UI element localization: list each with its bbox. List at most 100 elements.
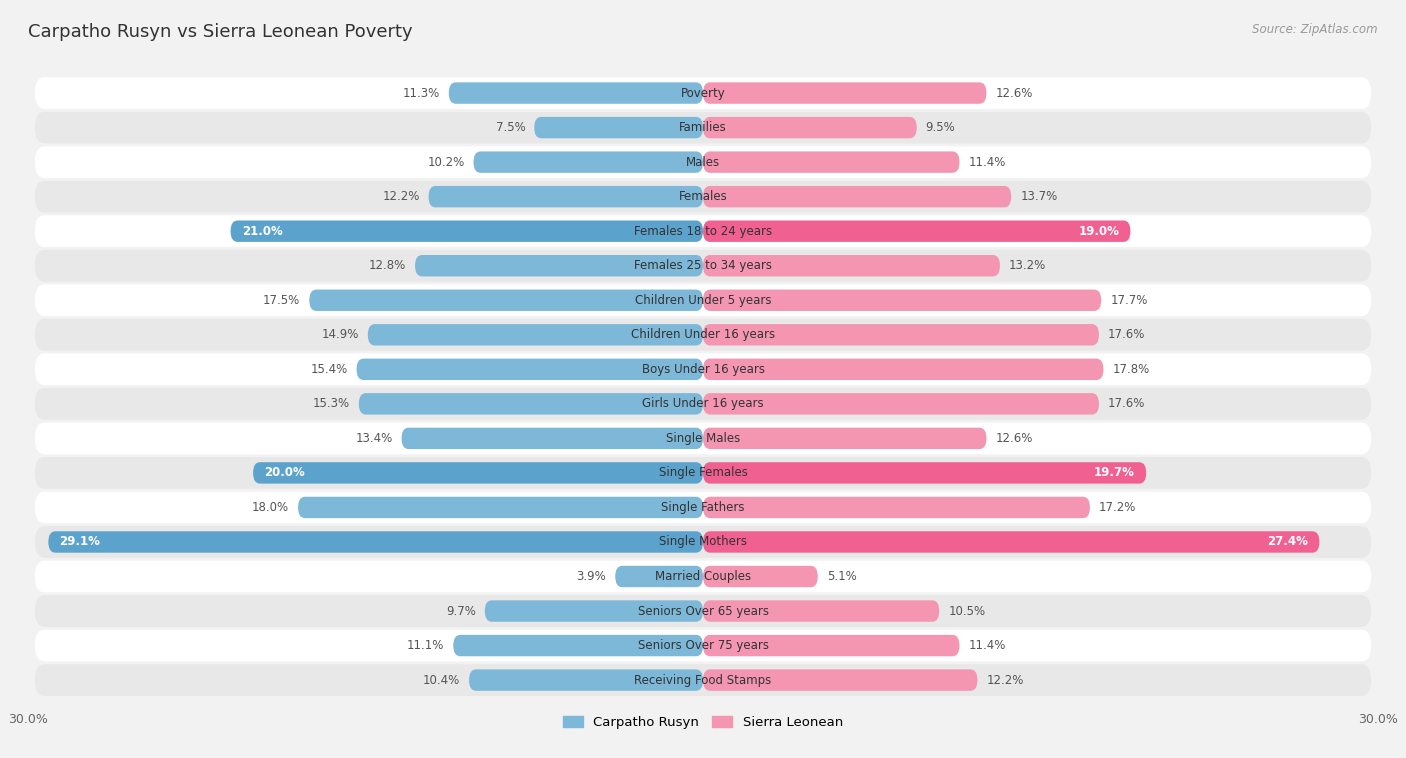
Text: Females 18 to 24 years: Females 18 to 24 years — [634, 224, 772, 238]
FancyBboxPatch shape — [703, 83, 987, 104]
FancyBboxPatch shape — [35, 77, 1371, 109]
FancyBboxPatch shape — [703, 255, 1000, 277]
Text: 15.3%: 15.3% — [312, 397, 350, 410]
Text: Families: Families — [679, 121, 727, 134]
Text: Married Couples: Married Couples — [655, 570, 751, 583]
Text: 20.0%: 20.0% — [264, 466, 305, 479]
Text: 13.7%: 13.7% — [1021, 190, 1057, 203]
FancyBboxPatch shape — [703, 221, 1130, 242]
Text: 17.7%: 17.7% — [1111, 294, 1147, 307]
Text: 29.1%: 29.1% — [59, 535, 100, 549]
Text: 10.2%: 10.2% — [427, 155, 464, 168]
FancyBboxPatch shape — [616, 565, 703, 587]
FancyBboxPatch shape — [703, 428, 987, 449]
FancyBboxPatch shape — [703, 117, 917, 138]
Text: Carpatho Rusyn vs Sierra Leonean Poverty: Carpatho Rusyn vs Sierra Leonean Poverty — [28, 23, 413, 41]
Text: 14.9%: 14.9% — [322, 328, 359, 341]
FancyBboxPatch shape — [35, 526, 1371, 558]
FancyBboxPatch shape — [703, 324, 1099, 346]
Text: Females: Females — [679, 190, 727, 203]
FancyBboxPatch shape — [231, 221, 703, 242]
Text: 17.6%: 17.6% — [1108, 397, 1146, 410]
Text: Boys Under 16 years: Boys Under 16 years — [641, 363, 765, 376]
Text: 12.2%: 12.2% — [987, 674, 1024, 687]
Text: 27.4%: 27.4% — [1267, 535, 1308, 549]
Text: Seniors Over 75 years: Seniors Over 75 years — [637, 639, 769, 652]
FancyBboxPatch shape — [35, 250, 1371, 282]
Text: 11.1%: 11.1% — [406, 639, 444, 652]
Text: 17.6%: 17.6% — [1108, 328, 1146, 341]
Text: 11.4%: 11.4% — [969, 155, 1005, 168]
FancyBboxPatch shape — [35, 595, 1371, 627]
Text: Receiving Food Stamps: Receiving Food Stamps — [634, 674, 772, 687]
Text: 15.4%: 15.4% — [311, 363, 347, 376]
FancyBboxPatch shape — [253, 462, 703, 484]
FancyBboxPatch shape — [703, 152, 959, 173]
FancyBboxPatch shape — [35, 319, 1371, 351]
FancyBboxPatch shape — [35, 422, 1371, 454]
FancyBboxPatch shape — [35, 146, 1371, 178]
Text: Females 25 to 34 years: Females 25 to 34 years — [634, 259, 772, 272]
Text: Girls Under 16 years: Girls Under 16 years — [643, 397, 763, 410]
Text: Single Mothers: Single Mothers — [659, 535, 747, 549]
FancyBboxPatch shape — [35, 664, 1371, 696]
FancyBboxPatch shape — [35, 180, 1371, 212]
Text: 9.7%: 9.7% — [446, 605, 475, 618]
Text: Single Fathers: Single Fathers — [661, 501, 745, 514]
FancyBboxPatch shape — [35, 284, 1371, 316]
FancyBboxPatch shape — [474, 152, 703, 173]
Text: 21.0%: 21.0% — [242, 224, 283, 238]
FancyBboxPatch shape — [534, 117, 703, 138]
Text: 17.5%: 17.5% — [263, 294, 301, 307]
FancyBboxPatch shape — [703, 531, 1319, 553]
FancyBboxPatch shape — [35, 457, 1371, 489]
FancyBboxPatch shape — [35, 111, 1371, 143]
Text: Seniors Over 65 years: Seniors Over 65 years — [637, 605, 769, 618]
FancyBboxPatch shape — [368, 324, 703, 346]
Text: 12.8%: 12.8% — [368, 259, 406, 272]
Text: 12.2%: 12.2% — [382, 190, 419, 203]
Text: 13.4%: 13.4% — [356, 432, 392, 445]
Text: Males: Males — [686, 155, 720, 168]
FancyBboxPatch shape — [703, 600, 939, 622]
FancyBboxPatch shape — [35, 630, 1371, 662]
FancyBboxPatch shape — [703, 565, 818, 587]
Text: 19.0%: 19.0% — [1078, 224, 1119, 238]
Text: 12.6%: 12.6% — [995, 86, 1033, 99]
FancyBboxPatch shape — [415, 255, 703, 277]
Text: 11.4%: 11.4% — [969, 639, 1005, 652]
Text: Children Under 16 years: Children Under 16 years — [631, 328, 775, 341]
FancyBboxPatch shape — [357, 359, 703, 380]
Text: 17.2%: 17.2% — [1099, 501, 1136, 514]
FancyBboxPatch shape — [429, 186, 703, 208]
Text: 19.7%: 19.7% — [1094, 466, 1135, 479]
FancyBboxPatch shape — [449, 83, 703, 104]
FancyBboxPatch shape — [485, 600, 703, 622]
FancyBboxPatch shape — [470, 669, 703, 691]
Legend: Carpatho Rusyn, Sierra Leonean: Carpatho Rusyn, Sierra Leonean — [558, 710, 848, 735]
FancyBboxPatch shape — [703, 359, 1104, 380]
Text: Source: ZipAtlas.com: Source: ZipAtlas.com — [1253, 23, 1378, 36]
Text: Single Males: Single Males — [666, 432, 740, 445]
Text: 5.1%: 5.1% — [827, 570, 856, 583]
FancyBboxPatch shape — [703, 496, 1090, 518]
FancyBboxPatch shape — [703, 635, 959, 656]
FancyBboxPatch shape — [48, 531, 703, 553]
FancyBboxPatch shape — [359, 393, 703, 415]
Text: 10.5%: 10.5% — [948, 605, 986, 618]
FancyBboxPatch shape — [703, 393, 1099, 415]
Text: Poverty: Poverty — [681, 86, 725, 99]
FancyBboxPatch shape — [402, 428, 703, 449]
Text: 3.9%: 3.9% — [576, 570, 606, 583]
FancyBboxPatch shape — [35, 491, 1371, 523]
FancyBboxPatch shape — [703, 290, 1101, 311]
Text: 17.8%: 17.8% — [1112, 363, 1150, 376]
FancyBboxPatch shape — [453, 635, 703, 656]
Text: Children Under 5 years: Children Under 5 years — [634, 294, 772, 307]
FancyBboxPatch shape — [35, 388, 1371, 420]
Text: 10.4%: 10.4% — [423, 674, 460, 687]
Text: 11.3%: 11.3% — [402, 86, 440, 99]
Text: 13.2%: 13.2% — [1010, 259, 1046, 272]
FancyBboxPatch shape — [35, 353, 1371, 385]
Text: Single Females: Single Females — [658, 466, 748, 479]
